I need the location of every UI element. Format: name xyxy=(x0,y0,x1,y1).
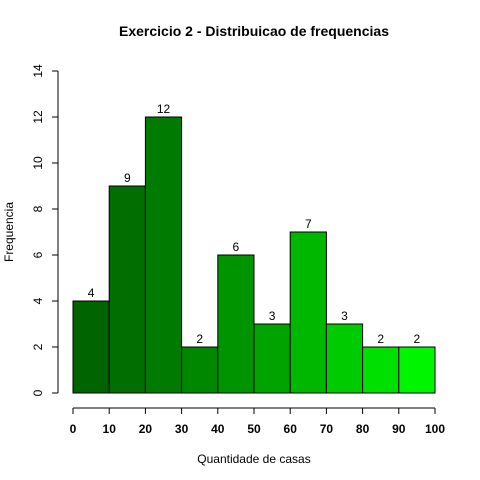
bar-value-label: 2 xyxy=(377,332,384,346)
histogram-bar xyxy=(108,185,146,394)
bars-group xyxy=(72,116,436,394)
histogram-bar xyxy=(181,346,219,394)
x-tick-label: 20 xyxy=(139,422,153,436)
y-tick-label: 4 xyxy=(31,297,45,304)
y-axis: 0 2 4 6 8 10 12 14 xyxy=(31,64,59,396)
histogram-bar xyxy=(325,323,364,394)
bar-value-label: 2 xyxy=(414,332,421,346)
x-tick-label: 40 xyxy=(211,422,225,436)
bar-value-label: 2 xyxy=(196,332,203,346)
histogram-bar xyxy=(144,116,183,394)
x-tick-label: 90 xyxy=(392,422,406,436)
bar-value-label: 12 xyxy=(157,102,171,116)
bar-value-label: 6 xyxy=(233,240,240,254)
y-tick-label: 10 xyxy=(31,156,45,170)
bar-value-label: 9 xyxy=(124,171,131,185)
x-tick-label: 30 xyxy=(175,422,189,436)
y-tick-label: 14 xyxy=(31,64,45,78)
y-axis-label: Frequencia xyxy=(2,202,16,262)
x-tick-label: 100 xyxy=(425,422,445,436)
x-tick-label: 80 xyxy=(356,422,370,436)
y-tick-label: 8 xyxy=(31,205,45,212)
data-labels-group: 4 9 12 2 6 3 7 3 2 2 xyxy=(88,102,421,346)
x-tick-label: 0 xyxy=(70,422,77,436)
bar-value-label: 3 xyxy=(341,309,348,323)
y-tick-label: 0 xyxy=(31,389,45,396)
histogram-bar xyxy=(362,346,400,394)
histogram-bar xyxy=(72,300,110,394)
x-axis-label: Quantidade de casas xyxy=(197,452,310,466)
histogram-bar xyxy=(289,231,327,394)
x-tick-label: 60 xyxy=(284,422,298,436)
y-tick-label: 6 xyxy=(31,251,45,258)
x-tick-label: 50 xyxy=(247,422,261,436)
chart-title: Exercicio 2 - Distribuicao de frequencia… xyxy=(119,23,389,39)
histogram-bar xyxy=(217,254,255,394)
x-tick-label: 10 xyxy=(103,422,117,436)
bar-value-label: 3 xyxy=(269,309,276,323)
bar-value-label: 7 xyxy=(305,217,312,231)
y-tick-label: 12 xyxy=(31,110,45,124)
x-tick-label: 70 xyxy=(320,422,334,436)
histogram-bar xyxy=(253,323,291,394)
bar-value-label: 4 xyxy=(88,286,95,300)
y-tick-label: 2 xyxy=(31,343,45,350)
x-axis: 0 10 20 30 40 50 60 70 80 90 100 xyxy=(70,407,445,436)
histogram-bar xyxy=(398,346,436,394)
